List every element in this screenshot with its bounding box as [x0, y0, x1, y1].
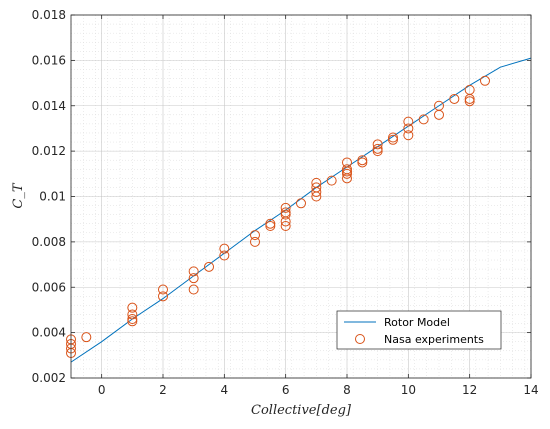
nasa-experiment-point: [127, 316, 138, 327]
legend-label-rotor-model: Rotor Model: [384, 316, 450, 329]
nasa-experiment-point: [372, 143, 383, 154]
nasa-experiment-point: [188, 273, 199, 284]
nasa-experiment-point: [280, 207, 291, 218]
x-axis-label: Collective[deg]: [251, 403, 352, 418]
x-tick-label: 4: [221, 383, 229, 397]
nasa-experiment-point: [388, 132, 398, 143]
nasa-experiment-point: [403, 116, 414, 127]
x-tick-label: 10: [401, 383, 416, 397]
nasa-experiment-point: [280, 202, 291, 213]
y-tick-label: 0.012: [32, 144, 66, 158]
y-tick-label: 0.016: [32, 53, 66, 67]
nasa-experiment-point: [127, 314, 138, 325]
y-tick-label: 0.008: [32, 235, 66, 249]
nasa-experiment-point: [480, 75, 490, 86]
nasa-experiment-point: [204, 261, 214, 272]
nasa-experiment-point: [418, 114, 429, 125]
y-tick-label: 0.01: [39, 190, 66, 204]
y-tick-label: 0.006: [32, 280, 66, 294]
nasa-experiment-point: [127, 302, 138, 313]
y-tick-label: 0.018: [32, 8, 66, 22]
nasa-experiment-point: [372, 146, 383, 157]
nasa-experiment-point: [342, 157, 352, 168]
y-tick-label: 0.004: [32, 326, 66, 340]
nasa-experiment-point: [388, 134, 398, 145]
nasa-experiment-point: [357, 155, 368, 166]
x-tick-labels: 0 2 4 6 8 10 12 14: [98, 383, 539, 397]
nasa-experiment-point: [158, 284, 168, 295]
x-tick-label: 0: [98, 383, 106, 397]
nasa-experiment-point: [464, 96, 475, 107]
legend: Rotor Model Nasa experiments: [336, 310, 502, 350]
nasa-experiment-point: [280, 220, 291, 231]
y-tick-label: 0.002: [32, 371, 66, 385]
nasa-experiment-point: [158, 291, 168, 302]
legend-marker-swatch: [355, 334, 365, 344]
nasa-experiment-point: [265, 218, 276, 229]
y-tick-label: 0.014: [32, 99, 66, 113]
nasa-experiment-point: [188, 266, 199, 277]
x-tick-label: 8: [343, 383, 351, 397]
nasa-experiment-point: [219, 243, 230, 254]
nasa-experiment-point: [311, 182, 322, 193]
nasa-experiment-point: [188, 284, 199, 295]
nasa-experiment-point: [342, 164, 352, 175]
x-tick-label: 14: [523, 383, 538, 397]
y-axis-label: C_T: [11, 182, 26, 208]
nasa-experiment-point: [296, 198, 306, 209]
nasa-experiment-point: [403, 130, 414, 141]
minor-grid: [70, 14, 531, 379]
x-tick-label: 12: [462, 383, 477, 397]
nasa-experiment-point: [81, 332, 92, 343]
nasa-experiment-point: [357, 157, 368, 168]
nasa-experiment-point: [326, 175, 337, 186]
nasa-experiment-point: [280, 209, 291, 220]
nasa-experiment-point: [449, 93, 460, 104]
y-tick-labels: 0.002 0.004 0.006 0.008 0.01 0.012 0.014 0.016 0…: [32, 8, 66, 385]
nasa-experiment-point: [250, 230, 260, 241]
nasa-experiment-point: [127, 309, 138, 320]
legend-label-nasa-experiments: Nasa experiments: [384, 333, 484, 346]
nasa-experiment-point: [434, 100, 444, 111]
x-tick-label: 6: [282, 383, 290, 397]
x-tick-label: 2: [159, 383, 167, 397]
nasa-experiment-point: [219, 250, 230, 261]
nasa-experiment-point: [250, 236, 260, 247]
legend-box: [336, 310, 502, 350]
nasa-experiment-point: [342, 168, 352, 179]
nasa-experiment-point: [464, 84, 475, 95]
nasa-experiment-point: [265, 220, 276, 231]
nasa-experiment-point: [403, 123, 414, 134]
nasa-experiment-point: [372, 139, 383, 150]
tick-marks: [71, 14, 532, 379]
nasa-experiment-point: [311, 177, 322, 188]
